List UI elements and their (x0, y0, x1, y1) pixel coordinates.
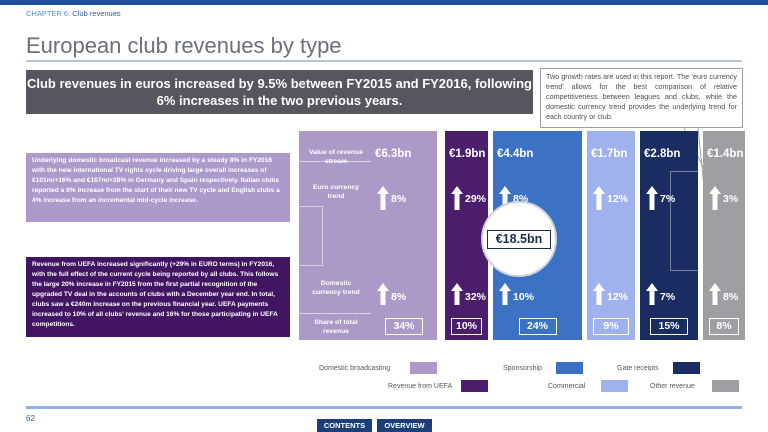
legend-label-sponsorship: Sponsorship (503, 365, 542, 372)
legend-swatch-gate (673, 362, 700, 374)
uefa-commentary: Revenue from UEFA increased significantl… (26, 257, 290, 337)
legend-swatch-other (712, 380, 739, 392)
page-number: 62 (26, 414, 35, 423)
share-sponsorship: 24% (518, 318, 557, 335)
panel-uefa (445, 131, 488, 340)
domestic-trend-gate: 7% (660, 291, 676, 303)
title-divider (26, 60, 742, 62)
euro-trend-arrow-uefa (451, 186, 463, 215)
legend-label-other: Other revenue (650, 383, 695, 390)
domestic-trend-arrow-sponsorship (499, 283, 511, 310)
euro-trend-other: 3% (723, 193, 739, 205)
value-label-commercial: €1.7bn (591, 148, 628, 160)
domestic-trend-arrow-commercial (593, 283, 605, 310)
value-label-domestic: €6.3bn (375, 148, 412, 160)
euro-trend-arrow-domestic (377, 186, 389, 215)
value-label-uefa: €1.9bn (449, 148, 486, 160)
chapter-section[interactable]: Club revenues (72, 9, 121, 18)
legend-label-domestic: Domestic broadcasting (319, 365, 391, 372)
total-revenue-circle: €18.5bn (481, 201, 557, 277)
value-label-other: €1.4bn (707, 148, 744, 160)
broadcast-commentary: Underlying domestic broadcast revenue in… (26, 153, 290, 222)
chapter-label: CHAPTER 6: Club revenues (26, 9, 121, 18)
row-label-value: Value of revenue stream (308, 149, 364, 165)
domestic-trend-commercial: 12% (607, 291, 629, 303)
row-label-euro-trend: Euro currency trend (312, 184, 360, 200)
euro-trend-arrow-gate (646, 186, 658, 215)
top-accent-bar (0, 0, 768, 5)
overview-button[interactable]: OVERVIEW (377, 419, 432, 432)
domestic-trend-uefa: 32% (465, 291, 487, 303)
panel-domestic-broadcasting: Value of revenue stream Euro currency tr… (299, 131, 437, 340)
growth-rate-callout: Two growth rates are used in this report… (540, 68, 743, 128)
domestic-trend-arrow-other (709, 283, 721, 310)
domestic-trend-arrow-uefa (451, 283, 463, 310)
domestic-trend-arrow-domestic (377, 283, 389, 310)
legend-swatch-sponsorship (556, 362, 583, 374)
page-title: European club revenues by type (26, 33, 342, 58)
legend-swatch-domestic (410, 362, 437, 374)
panel-other-revenue (703, 131, 745, 340)
domestic-trend-domestic: 8% (391, 291, 407, 303)
headline-banner: Club revenues in euros increased by 9.5%… (26, 70, 533, 114)
legend-label-uefa: Revenue from UEFA (388, 383, 453, 390)
value-label-sponsorship: €4.4bn (497, 148, 534, 160)
share-domestic: 34% (385, 318, 423, 335)
legend-label-commercial: Commercial (548, 383, 586, 390)
euro-trend-arrow-commercial (593, 186, 605, 215)
domestic-trend-arrow-gate (646, 283, 658, 310)
row-label-domestic-trend: Domestic currency trend (312, 280, 360, 296)
contents-button[interactable]: CONTENTS (317, 419, 372, 432)
domestic-trend-sponsorship: 10% (513, 291, 535, 303)
row-label-share: Share of total revenue (314, 319, 358, 335)
chapter-number: CHAPTER 6: (26, 9, 71, 18)
domestic-trend-other: 8% (723, 291, 739, 303)
value-label-gate: €2.8bn (644, 148, 681, 160)
euro-trend-arrow-other (709, 186, 721, 215)
euro-trend-commercial: 12% (607, 193, 629, 205)
share-other: 8% (709, 318, 739, 335)
panel-gate-receipts (640, 131, 698, 340)
legend-label-gate: Gate receipts (617, 365, 659, 372)
legend-swatch-uefa (461, 380, 488, 392)
footer-divider (26, 406, 742, 409)
legend-swatch-commercial (601, 380, 628, 392)
share-commercial: 9% (593, 318, 629, 335)
share-uefa: 10% (451, 318, 482, 335)
panel-commercial (587, 131, 635, 340)
euro-trend-arrow-sponsorship (499, 186, 511, 215)
total-revenue-value: €18.5bn (487, 230, 551, 249)
euro-trend-domestic: 8% (391, 193, 407, 205)
share-gate: 15% (650, 318, 688, 335)
euro-trend-uefa: 29% (465, 193, 487, 205)
euro-trend-gate: 7% (660, 193, 676, 205)
